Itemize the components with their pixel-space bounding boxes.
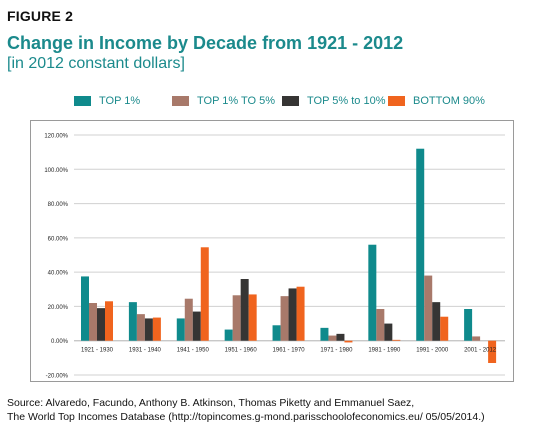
legend-item-top1to5: TOP 1% TO 5% <box>172 95 275 107</box>
bar <box>105 301 113 341</box>
bar <box>464 309 473 341</box>
y-tick-label: 40.00% <box>48 271 69 277</box>
legend-item-top5to10: TOP 5% to 10% <box>282 95 385 107</box>
x-tick-label: 1971 - 1980 <box>320 348 353 354</box>
source-line-2: The World Top Incomes Database (http://t… <box>7 411 485 423</box>
legend-item-top1: TOP 1% <box>74 95 140 107</box>
bar <box>384 323 393 341</box>
bar <box>136 314 145 341</box>
chart-title: Change in Income by Decade from 1921 - 2… <box>7 33 404 53</box>
y-tick-label: 0.00% <box>51 339 69 345</box>
legend-item-bottom90: BOTTOM 90% <box>388 95 485 107</box>
bar <box>81 276 89 341</box>
x-tick-label: 1961 - 1970 <box>273 348 306 354</box>
y-tick-label: 80.00% <box>48 202 69 208</box>
source-note: Source: Alvaredo, Facundo, Anthony B. At… <box>7 396 485 424</box>
bar <box>368 244 377 341</box>
bar <box>272 325 281 341</box>
bar <box>144 318 153 341</box>
bar <box>416 148 425 341</box>
bar <box>97 308 105 341</box>
x-tick-label: 1921 - 1930 <box>81 348 114 354</box>
y-tick-label: 60.00% <box>48 236 69 242</box>
legend-label-top1: TOP 1% <box>99 95 141 107</box>
bar <box>232 295 241 341</box>
bar <box>392 339 401 341</box>
bar <box>288 288 297 341</box>
bar <box>424 275 433 341</box>
bar <box>128 302 137 341</box>
bar <box>240 279 249 341</box>
chart-subtitle: [in 2012 constant dollars] <box>7 55 185 72</box>
bar <box>376 309 385 341</box>
bar <box>472 336 481 341</box>
bar <box>192 311 201 341</box>
y-tick-label: -20.00% <box>46 374 69 380</box>
bar <box>344 340 353 343</box>
bar <box>432 302 441 341</box>
bar <box>296 286 305 341</box>
bar <box>248 294 257 341</box>
bar <box>280 296 289 341</box>
bar-chart: 120.00% 100.00% 80.00% 60.00% 40.00% 20.00% 0.… <box>44 134 505 380</box>
bar <box>89 303 97 341</box>
y-tick-label: 100.00% <box>44 168 68 174</box>
chart-frame: 120.00% 100.00% 80.00% 60.00% 40.00% 20.00% 0.… <box>30 120 514 382</box>
x-tick-label: 1951 - 1960 <box>225 348 258 354</box>
bar <box>328 335 337 341</box>
x-tick-label: 1991 - 2000 <box>416 348 449 354</box>
x-tick-label: 1941 - 1950 <box>177 348 210 354</box>
legend-label-bottom90: BOTTOM 90% <box>413 95 485 107</box>
bar <box>200 247 209 341</box>
x-tick-label: 2001 - 2012 <box>464 348 497 354</box>
legend-swatch-top1 <box>74 96 91 106</box>
y-tick-label: 20.00% <box>48 305 69 311</box>
legend-swatch-bottom90 <box>388 96 405 106</box>
bar <box>336 333 345 341</box>
bar <box>320 327 329 341</box>
legend-swatch-top1to5 <box>172 96 189 106</box>
legend-label-top1to5: TOP 1% TO 5% <box>197 95 276 107</box>
legend-swatch-top5to10 <box>282 96 299 106</box>
bar <box>184 298 193 341</box>
bar <box>176 318 185 341</box>
bar <box>224 329 233 341</box>
bar <box>440 316 449 341</box>
legend: TOP 1% TOP 1% TO 5% TOP 5% to 10% BOTTOM… <box>0 95 549 111</box>
bar <box>152 317 161 341</box>
x-tick-label: 1931 - 1940 <box>129 348 162 354</box>
figure-label: FIGURE 2 <box>7 8 74 24</box>
legend-label-top5to10: TOP 5% to 10% <box>307 95 386 107</box>
bar <box>488 340 497 363</box>
y-tick-label: 120.00% <box>44 134 68 140</box>
source-line-1: Source: Alvaredo, Facundo, Anthony B. At… <box>7 397 415 409</box>
x-tick-label: 1981 - 1990 <box>368 348 401 354</box>
